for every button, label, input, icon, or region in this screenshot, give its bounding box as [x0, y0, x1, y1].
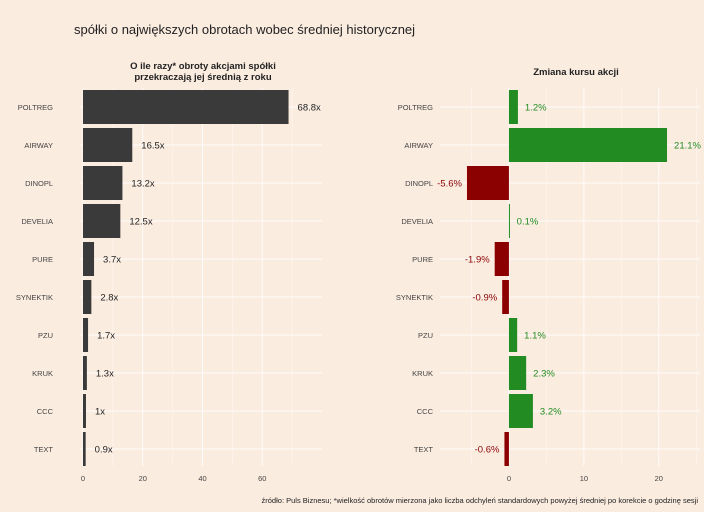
value-label: 1.3x: [96, 369, 114, 380]
x-tick-label: 10: [580, 474, 588, 483]
x-tick-label: 60: [258, 474, 266, 483]
x-tick-label: 40: [198, 474, 206, 483]
bar: [82, 90, 289, 124]
bar: [504, 432, 509, 466]
category-label: PURE: [32, 255, 53, 264]
value-label: 16.5x: [141, 141, 164, 152]
bar: [508, 356, 527, 390]
category-label: PZU: [38, 331, 53, 340]
category-label: PURE: [412, 255, 433, 264]
category-label: SYNEKTIK: [396, 293, 433, 302]
bar: [82, 318, 89, 352]
value-label: 2.8x: [100, 293, 118, 304]
bar: [82, 356, 87, 390]
category-label: POLTREG: [398, 103, 433, 112]
category-label: PZU: [418, 331, 433, 340]
category-label: DEVELIA: [401, 217, 433, 226]
category-label: POLTREG: [18, 103, 53, 112]
category-label: AIRWAY: [404, 141, 433, 150]
bar: [502, 280, 509, 314]
value-label: 0.9x: [95, 445, 113, 456]
bar: [82, 432, 86, 466]
panel-title: Zmiana kursu akcji: [533, 67, 619, 78]
category-label: DINOPL: [25, 179, 53, 188]
category-label: CCC: [37, 407, 54, 416]
category-label: TEXT: [414, 445, 434, 454]
panel-title: O ile razy* obroty akcjami spółki: [130, 61, 276, 72]
value-label: 1.2%: [525, 103, 547, 114]
chart-footnote: źródło: Puls Biznesu; *wielkość obrotów …: [261, 496, 698, 505]
category-label: TEXT: [34, 445, 54, 454]
category-label: DINOPL: [405, 179, 433, 188]
x-tick-label: 20: [139, 474, 147, 483]
value-label: 3.7x: [103, 255, 121, 266]
bar: [82, 166, 123, 200]
category-label: KRUK: [32, 369, 53, 378]
chart-panel-1: 0 20 40 60 O ile razy* obroty akcjami spółki…: [16, 61, 322, 483]
bar: [82, 242, 95, 276]
category-label: SYNEKTIK: [16, 293, 53, 302]
bar: [508, 90, 518, 124]
category-label: KRUK: [412, 369, 433, 378]
value-label: 1x: [95, 407, 105, 418]
category-label: AIRWAY: [24, 141, 53, 150]
bar: [466, 166, 509, 200]
bar: [82, 128, 133, 162]
category-label: CCC: [417, 407, 434, 416]
bar: [82, 394, 86, 428]
value-label: -1.9%: [465, 255, 490, 266]
panel-title: przekraczają jej średnią z roku: [134, 72, 271, 83]
value-label: 0.1%: [517, 217, 539, 228]
chart-title: spółki o największych obrotach wobec śre…: [74, 22, 416, 37]
bar: [508, 204, 510, 238]
category-label: DEVELIA: [21, 217, 53, 226]
x-tick-label: 0: [507, 474, 511, 483]
value-label: 2.3%: [533, 369, 555, 380]
value-label: 21.1%: [674, 141, 701, 152]
x-tick-label: 20: [655, 474, 663, 483]
chart-panel-2: 0 10 20 Zmiana kursu akcji POLTREG 1.2% AIRWAY…: [396, 67, 702, 483]
value-label: -0.9%: [472, 293, 497, 304]
x-tick-label: 0: [81, 474, 85, 483]
bar: [82, 204, 121, 238]
value-label: 1.1%: [524, 331, 546, 342]
value-label: 3.2%: [540, 407, 562, 418]
value-label: 12.5x: [129, 217, 152, 228]
value-label: 13.2x: [131, 179, 154, 190]
value-label: -5.6%: [437, 179, 462, 190]
bar: [508, 318, 518, 352]
value-label: 68.8x: [298, 103, 321, 114]
bar: [508, 128, 668, 162]
bar: [508, 394, 533, 428]
value-label: -0.6%: [475, 445, 500, 456]
bar: [494, 242, 509, 276]
bar: [82, 280, 92, 314]
value-label: 1.7x: [97, 331, 115, 342]
